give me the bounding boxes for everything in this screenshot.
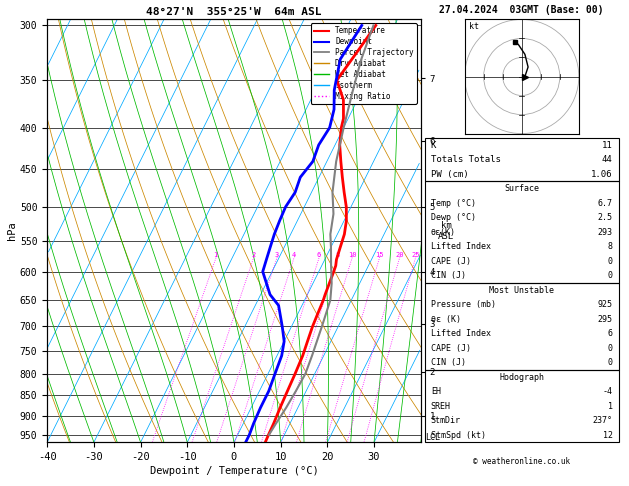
Title: 48°27'N  355°25'W  64m ASL: 48°27'N 355°25'W 64m ASL (146, 7, 321, 17)
Y-axis label: hPa: hPa (7, 222, 17, 240)
Text: 10: 10 (348, 252, 356, 259)
Text: 925: 925 (598, 300, 613, 309)
Text: θε (K): θε (K) (431, 314, 461, 324)
Text: Totals Totals: Totals Totals (431, 155, 501, 164)
Text: 237°: 237° (593, 416, 613, 425)
Legend: Temperature, Dewpoint, Parcel Trajectory, Dry Adiabat, Wet Adiabat, Isotherm, Mi: Temperature, Dewpoint, Parcel Trajectory… (311, 23, 417, 104)
Text: Most Unstable: Most Unstable (489, 286, 554, 295)
Text: LCL: LCL (425, 434, 440, 442)
Text: SREH: SREH (431, 401, 451, 411)
Bar (425, 181, 619, 283)
Bar (425, 370, 619, 442)
Text: 1.06: 1.06 (591, 170, 613, 178)
Text: 0: 0 (608, 358, 613, 367)
Text: 6: 6 (608, 329, 613, 338)
Text: 293: 293 (598, 227, 613, 237)
Text: Temp (°C): Temp (°C) (431, 199, 476, 208)
X-axis label: Dewpoint / Temperature (°C): Dewpoint / Temperature (°C) (150, 466, 318, 476)
Text: Lifted Index: Lifted Index (431, 329, 491, 338)
Bar (425, 138, 619, 181)
Text: Lifted Index: Lifted Index (431, 242, 491, 251)
Text: PW (cm): PW (cm) (431, 170, 469, 178)
Bar (425, 283, 619, 370)
Text: Pressure (mb): Pressure (mb) (431, 300, 496, 309)
Text: 2.5: 2.5 (598, 213, 613, 222)
Text: -4: -4 (603, 387, 613, 396)
Text: Hodograph: Hodograph (499, 373, 544, 382)
Text: CAPE (J): CAPE (J) (431, 344, 471, 352)
Text: 8: 8 (608, 242, 613, 251)
Text: 11: 11 (602, 140, 613, 150)
Text: © weatheronline.co.uk: © weatheronline.co.uk (473, 457, 571, 466)
Text: 0: 0 (608, 257, 613, 265)
Y-axis label: km
ASL: km ASL (438, 221, 454, 241)
Text: 4: 4 (292, 252, 296, 259)
Text: 25: 25 (411, 252, 420, 259)
Text: CIN (J): CIN (J) (431, 358, 466, 367)
Text: CAPE (J): CAPE (J) (431, 257, 471, 265)
Text: 20: 20 (395, 252, 404, 259)
Text: 8: 8 (335, 252, 340, 259)
Text: 6.7: 6.7 (598, 199, 613, 208)
Text: 15: 15 (375, 252, 384, 259)
Text: StmSpd (kt): StmSpd (kt) (431, 431, 486, 439)
Text: K: K (431, 140, 437, 150)
Text: EH: EH (431, 387, 441, 396)
Text: 3: 3 (275, 252, 279, 259)
Text: 0: 0 (608, 271, 613, 280)
Text: 6: 6 (317, 252, 321, 259)
Text: StmDir: StmDir (431, 416, 461, 425)
Text: 1: 1 (608, 401, 613, 411)
Text: CIN (J): CIN (J) (431, 271, 466, 280)
Text: 44: 44 (602, 155, 613, 164)
Text: 1: 1 (214, 252, 218, 259)
Text: 27.04.2024  03GMT (Base: 00): 27.04.2024 03GMT (Base: 00) (440, 5, 604, 15)
Text: 295: 295 (598, 314, 613, 324)
Text: 2: 2 (252, 252, 255, 259)
Text: 0: 0 (608, 344, 613, 352)
Text: Dewp (°C): Dewp (°C) (431, 213, 476, 222)
Text: Surface: Surface (504, 184, 539, 193)
Text: θε(K): θε(K) (431, 227, 456, 237)
Text: 12: 12 (603, 431, 613, 439)
